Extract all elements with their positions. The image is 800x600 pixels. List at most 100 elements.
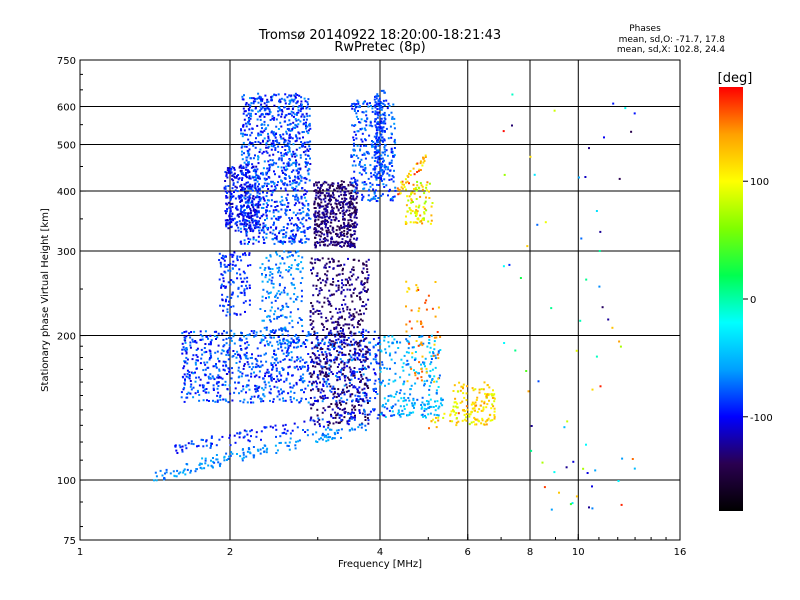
data-point (375, 391, 377, 393)
data-point (353, 371, 356, 373)
data-point (220, 285, 223, 288)
data-point (250, 109, 253, 112)
data-point (374, 171, 377, 174)
data-point (285, 144, 288, 147)
data-point (361, 412, 364, 415)
data-point (334, 433, 337, 436)
data-point (316, 420, 319, 423)
data-point (363, 187, 366, 190)
data-point (357, 105, 360, 108)
data-point (430, 358, 433, 360)
data-point (244, 222, 247, 225)
data-point (357, 157, 360, 160)
data-point (332, 422, 335, 425)
data-point (236, 295, 239, 298)
data-point (348, 417, 351, 420)
data-point (381, 136, 384, 139)
data-point (274, 140, 277, 142)
data-point (252, 102, 255, 105)
data-point (350, 192, 353, 194)
data-point (196, 389, 199, 392)
data-point (336, 379, 339, 382)
data-point (269, 119, 272, 121)
data-point (410, 198, 413, 201)
data-point (327, 345, 330, 348)
data-point (336, 341, 338, 344)
data-point (487, 417, 490, 420)
data-point (250, 204, 253, 207)
data-point (341, 238, 344, 241)
data-point (262, 140, 264, 143)
data-point (399, 341, 402, 344)
data-point (423, 211, 426, 214)
data-point (317, 230, 320, 233)
data-point (296, 217, 299, 220)
data-point (433, 336, 436, 339)
data-point (297, 106, 300, 109)
data-point (324, 284, 327, 287)
data-point (288, 143, 291, 146)
data-point (295, 102, 298, 105)
data-point (390, 151, 393, 154)
data-point (492, 405, 495, 408)
data-point (296, 100, 299, 103)
data-point (329, 225, 332, 228)
data-point (321, 438, 324, 441)
data-point (414, 351, 417, 353)
data-point (373, 168, 376, 171)
data-point (349, 196, 352, 199)
data-point (187, 442, 190, 445)
data-point (263, 335, 266, 337)
data-point (399, 376, 402, 379)
data-point (569, 503, 572, 506)
data-point (298, 137, 301, 140)
data-point (253, 97, 256, 100)
data-point (204, 330, 207, 333)
data-point (273, 237, 276, 240)
data-point (337, 318, 340, 321)
data-point (432, 352, 435, 355)
data-point (243, 204, 245, 207)
data-point (428, 393, 431, 396)
data-point (273, 182, 276, 185)
data-point (382, 121, 385, 124)
data-point (188, 377, 191, 380)
data-point (262, 150, 265, 153)
data-point (454, 397, 457, 400)
data-point (289, 129, 292, 132)
data-point (316, 274, 319, 277)
data-point (363, 410, 366, 413)
data-point (323, 374, 326, 377)
data-point (242, 107, 245, 110)
data-point (274, 424, 277, 427)
data-point (326, 297, 329, 300)
data-point (338, 228, 341, 231)
data-point (584, 176, 587, 178)
phases-o-stats: mean, sd,O: -71.7, 17.8 (619, 35, 726, 45)
data-point (420, 220, 423, 223)
data-point (351, 107, 354, 110)
data-point (224, 384, 227, 387)
data-point (288, 217, 291, 219)
data-point (320, 312, 323, 315)
data-point (371, 156, 374, 159)
data-point (330, 332, 333, 335)
data-point (252, 195, 255, 198)
data-point (215, 454, 218, 456)
data-point (340, 264, 342, 267)
data-point (325, 353, 328, 356)
data-point (257, 204, 260, 207)
data-point (251, 184, 254, 187)
data-point (221, 293, 224, 296)
data-point (265, 352, 267, 355)
data-point (344, 190, 347, 193)
data-point (336, 235, 339, 238)
data-point (287, 139, 290, 142)
data-point (363, 127, 366, 130)
data-point (368, 349, 371, 352)
data-point (350, 334, 353, 337)
data-point (297, 171, 300, 174)
data-point (343, 391, 345, 394)
data-point (411, 201, 414, 203)
data-point (203, 467, 206, 470)
